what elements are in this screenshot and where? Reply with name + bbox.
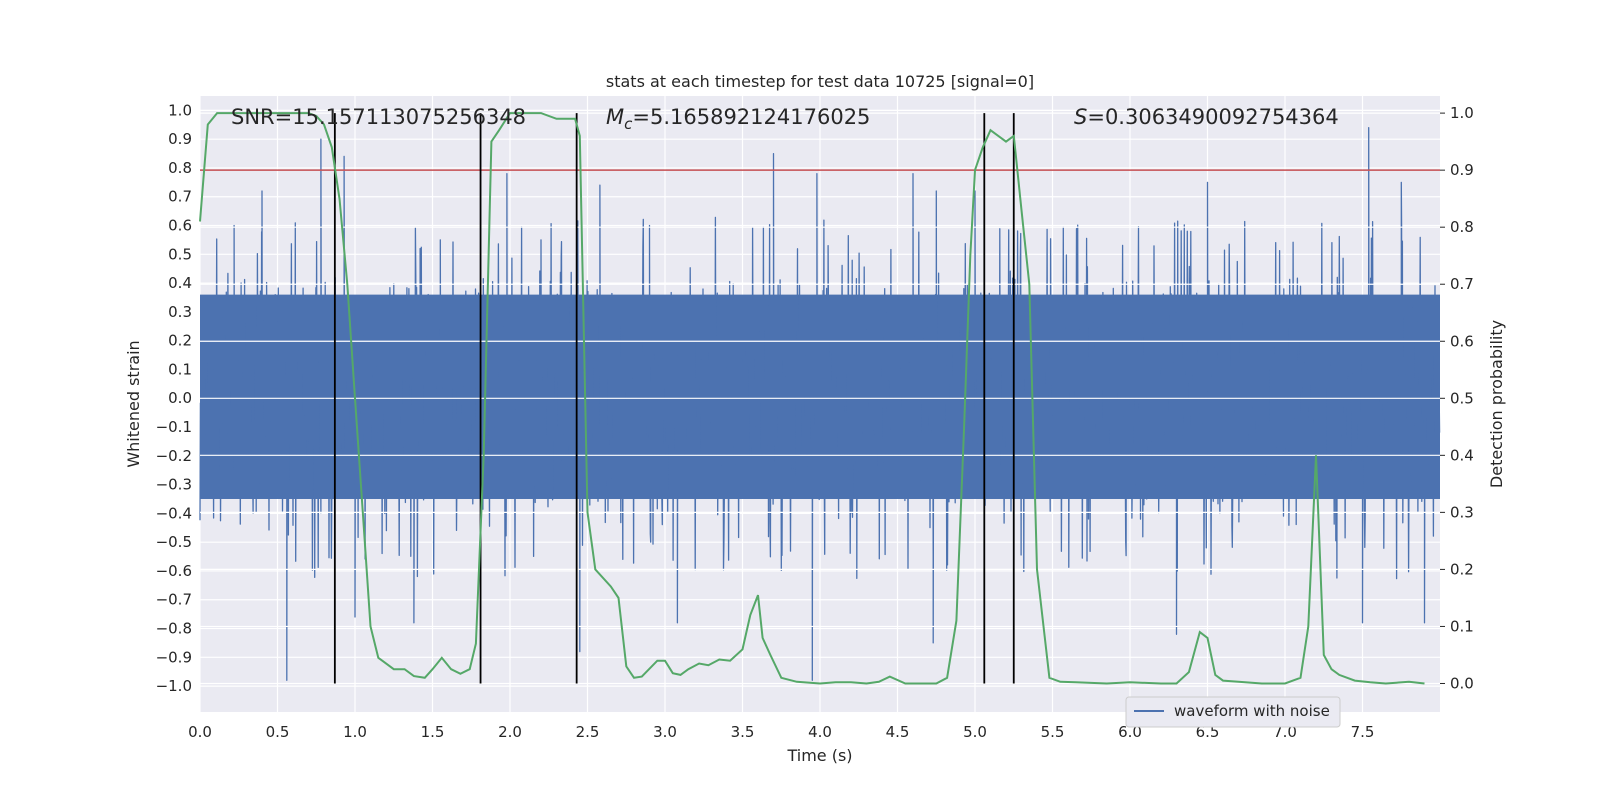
right-y-tick-label: 0.5	[1450, 389, 1474, 407]
right-y-axis-ticks: 1.0 0.9 0.8 0.7 0.6 0.5 0.4 0.3 0.2 0.1 0.0	[1440, 104, 1474, 692]
left-y-tick-label: 0.4	[168, 274, 192, 292]
x-tick-label: 5.0	[963, 723, 987, 741]
left-y-tick-label: −0.1	[156, 418, 192, 436]
x-tick-label: 3.0	[653, 723, 677, 741]
left-y-tick-label: 0.2	[168, 332, 192, 350]
left-y-tick-label: 0.0	[168, 389, 192, 407]
left-y-tick-label: −0.5	[156, 533, 192, 551]
x-axis-label: Time (s)	[786, 746, 852, 765]
left-y-tick-label: 0.1	[168, 360, 192, 378]
detection-probability-line	[199, 112, 1425, 685]
left-y-axis-ticks: 1.0 0.9 0.8 0.7 0.6 0.5 0.4 0.3 0.2 0.1 0.0 −0.1 −0.…	[156, 101, 192, 695]
left-y-tick-label: −0.6	[156, 562, 192, 580]
x-tick-label: 7.5	[1351, 723, 1375, 741]
chart-title: stats at each timestep for test data 107…	[606, 72, 1034, 91]
right-y-axis-label: Detection probability	[1487, 320, 1506, 488]
left-y-tick-label: 0.9	[168, 130, 192, 148]
legend-label: waveform with noise	[1174, 702, 1330, 720]
x-tick-label: 2.0	[498, 723, 522, 741]
waveform-series	[199, 127, 1441, 681]
left-y-tick-label: −0.2	[156, 447, 192, 465]
right-y-tick-label: 1.0	[1450, 104, 1474, 122]
snr-annotation: SNR=15.157113075256348	[231, 105, 526, 129]
left-y-tick-label: 0.6	[168, 217, 192, 235]
chirp-mass-subscript: c	[624, 115, 633, 133]
left-y-tick-label: 0.3	[168, 303, 192, 321]
x-tick-label: 0.0	[188, 723, 212, 741]
left-y-tick-label: −1.0	[156, 677, 192, 695]
left-y-tick-label: −0.4	[156, 504, 192, 522]
x-tick-label: 0.5	[266, 723, 290, 741]
vertical-markers	[333, 113, 1015, 684]
right-y-tick-label: 0.2	[1450, 560, 1474, 578]
x-tick-label: 4.0	[808, 723, 832, 741]
chirp-mass-value: =5.165892124176025	[632, 105, 870, 129]
left-y-tick-label: 0.8	[168, 159, 192, 177]
right-y-tick-label: 0.3	[1450, 503, 1474, 521]
left-y-tick-label: 0.7	[168, 188, 192, 206]
left-y-axis-label: Whitened strain	[124, 340, 143, 467]
right-y-tick-label: 0.8	[1450, 218, 1474, 236]
right-y-tick-label: 0.4	[1450, 446, 1474, 464]
chirp-mass-annotation: Mc=5.165892124176025	[606, 105, 870, 133]
x-tick-label: 1.0	[343, 723, 367, 741]
chirp-mass-symbol: M	[606, 105, 624, 129]
right-y-tick-label: 0.7	[1450, 275, 1474, 293]
left-y-tick-label: −0.8	[156, 620, 192, 638]
x-tick-label: 4.5	[886, 723, 910, 741]
legend-box	[1125, 696, 1341, 728]
s-symbol: S	[1074, 105, 1087, 129]
right-y-tick-label: 0.1	[1450, 617, 1474, 635]
x-tick-label: 2.5	[576, 723, 600, 741]
left-y-tick-label: 1.0	[168, 101, 192, 119]
s-annotation: S=0.3063490092754364	[1074, 105, 1339, 129]
s-value: =0.3063490092754364	[1087, 105, 1338, 129]
legend: waveform with noise	[1125, 696, 1341, 728]
x-tick-label: 3.5	[731, 723, 755, 741]
x-tick-label: 1.5	[421, 723, 445, 741]
left-y-tick-label: −0.3	[156, 476, 192, 494]
waveform-trace	[199, 127, 1441, 681]
right-y-tick-label: 0.9	[1450, 161, 1474, 179]
left-y-tick-label: −0.9	[156, 648, 192, 666]
right-y-tick-label: 0.0	[1450, 674, 1474, 692]
left-y-tick-label: 0.5	[168, 245, 192, 263]
left-y-tick-label: −0.7	[156, 591, 192, 609]
x-tick-label: 5.5	[1041, 723, 1065, 741]
right-y-tick-label: 0.6	[1450, 332, 1474, 350]
